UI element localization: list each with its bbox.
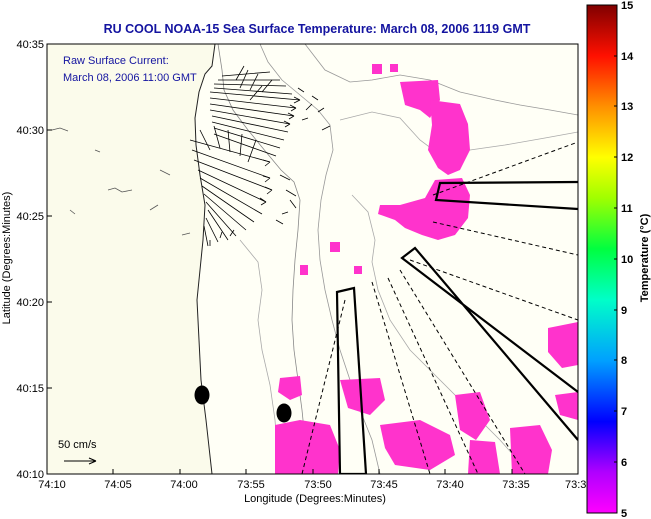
x-tick-label: 73:40 [436,479,464,491]
vector-scale: 50 cm/s [58,439,97,465]
sst-patch-9 [548,322,578,368]
colorbar-tick-label: 13 [621,101,633,113]
x-axis: 74:10 74:05 74:00 73:55 73:50 73:45 73:4… [38,469,586,505]
sst-patch-3 [378,178,470,240]
sst-patch-6 [330,242,340,252]
y-tick-label: 40:25 [16,211,44,223]
colorbar-tick-label: 10 [621,254,633,266]
colorbar-gradient [586,4,618,514]
x-tick-label: 73:50 [304,479,332,491]
x-tick-label: 73:3 [565,479,586,491]
site-marker-1 [194,385,210,405]
colorbar-tick-label: 5 [621,508,627,519]
sst-patch-7 [300,265,308,275]
colorbar-tick-label: 11 [621,203,633,215]
x-tick-label: 74:05 [104,479,132,491]
y-axis-label: Latitude (Degrees:Minutes) [1,192,13,325]
annotation-line-2: March 08, 2006 11:00 GMT [63,72,197,84]
colorbar-label: Temperature (°C) [639,213,651,302]
sst-patch-16 [510,425,552,474]
colorbar-tick-label: 15 [621,0,633,12]
x-tick-label: 74:00 [170,479,198,491]
sst-patch-5 [390,64,398,72]
colorbar-tick-label: 14 [621,51,634,63]
sst-patch-17 [555,392,578,420]
y-ticks [47,129,52,389]
vector-scale-label: 50 cm/s [58,439,97,451]
colorbar: 15 14 13 12 11 10 9 8 7 6 5 Temperature … [586,0,651,519]
x-tick-label: 73:35 [502,479,530,491]
y-tick-label: 40:10 [16,469,44,481]
sst-patch-1 [400,80,440,118]
sst-patch-14 [455,392,490,440]
y-tick-label: 40:20 [16,297,44,309]
sst-patch-4 [372,64,382,74]
chart-title: RU COOL NOAA-15 Sea Surface Temperature:… [104,22,531,36]
x-tick-label: 74:10 [38,479,66,491]
sst-patch-13 [380,420,455,470]
y-tick-label: 40:35 [16,39,44,51]
surface-current-vectors [189,65,331,247]
vector-field-south [189,125,297,247]
coastline [194,44,216,474]
sst-patch-11 [275,420,340,474]
land-region [47,44,215,474]
plot-area [46,43,579,475]
y-tick-label: 40:15 [16,383,44,395]
vector-scale-arrowhead [88,457,97,465]
site-marker-2 [276,403,292,423]
sst-patch-10 [278,376,302,400]
sst-patch-15 [468,440,500,474]
x-tick-label: 73:45 [370,479,398,491]
radar-sector-boxes [335,180,578,474]
x-ticks [46,469,513,474]
radar-sector-lines [301,141,578,474]
colorbar-ticks [614,55,617,463]
colorbar-tick-label: 8 [621,355,627,367]
sst-patch-8 [354,266,362,274]
y-axis: 40:35 40:30 40:25 40:20 40:15 40:10 Lati… [1,39,52,481]
sst-patch-2 [428,100,470,175]
sst-pixels [275,64,578,474]
vector-field-north [209,65,331,157]
bathymetry-contour-6 [239,239,279,461]
colorbar-tick-label: 6 [621,457,627,469]
colorbar-tick-label: 9 [621,305,627,317]
x-axis-label: Longitude (Degrees:Minutes) [244,493,386,505]
annotation-line-1: Raw Surface Current: [63,55,169,67]
x-tick-label: 73:55 [237,479,265,491]
coast-detail [51,127,191,236]
colorbar-tick-label: 7 [621,406,627,418]
bathymetry-contour-3 [304,44,578,116]
y-tick-label: 40:30 [16,125,44,137]
sst-patch-12 [340,378,385,415]
colorbar-tick-label: 12 [621,152,633,164]
